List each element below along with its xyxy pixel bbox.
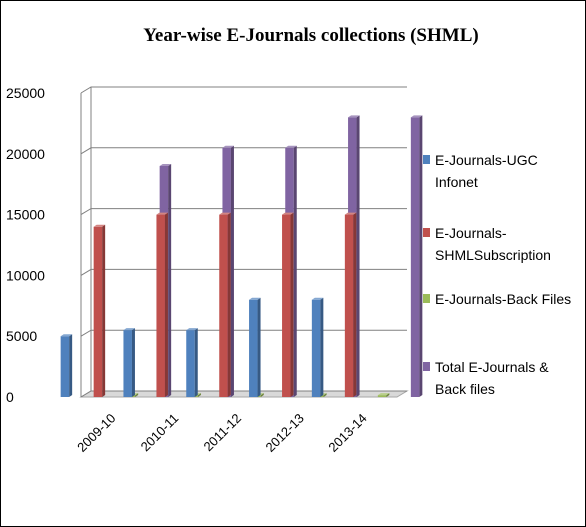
bar-side (320, 297, 324, 397)
bar (377, 393, 390, 397)
bar-side (131, 328, 135, 397)
y-tick-label: 20000 (6, 146, 45, 162)
bar-side (102, 224, 106, 397)
legend-item: E-Journals-UGC Infonet (423, 152, 538, 190)
bar-top (186, 328, 198, 331)
chart-legend: E-Journals-UGC Infonet E-Journals- SHMLSubs… (423, 152, 571, 397)
x-category-label: 2012-13 (263, 411, 307, 455)
bar-front (123, 330, 132, 397)
bar-side (353, 212, 357, 397)
bar (249, 297, 261, 397)
bar-side (293, 145, 297, 397)
bar-side (227, 212, 231, 397)
bar-side (194, 328, 198, 397)
bar (311, 297, 324, 397)
bar-front (60, 336, 70, 397)
legend-swatch (423, 294, 430, 303)
bar-side (197, 393, 201, 397)
x-category-label: 2011-12 (200, 411, 244, 455)
bar-front (311, 299, 321, 397)
bar-top (311, 297, 324, 300)
bar (186, 328, 198, 397)
bar-side (164, 212, 168, 397)
bar-top (282, 212, 294, 215)
bar-top (159, 163, 172, 166)
y-tick-label: 10000 (6, 267, 45, 283)
bar-top (60, 334, 73, 337)
bar-side (323, 393, 327, 397)
bar (282, 212, 294, 397)
bar (410, 115, 423, 397)
chart-title: Year-wise E-Journals collections (SHML) (143, 25, 478, 46)
bar (93, 224, 106, 397)
bar-front (377, 395, 387, 397)
bar (123, 328, 135, 397)
x-category-label: 2009-10 (74, 411, 118, 455)
chart-bars (60, 115, 423, 397)
bar-top (348, 115, 360, 118)
x-category-label: 2010-11 (138, 411, 182, 455)
legend-swatch (423, 228, 430, 237)
bar-top (249, 297, 261, 300)
bar-front (249, 299, 258, 397)
bar-side (356, 115, 360, 397)
bar-top (219, 212, 231, 215)
legend-item: E-Journals- SHMLSubscription (423, 225, 551, 263)
legend-swatch (423, 362, 430, 371)
legend-swatch (423, 155, 430, 164)
bar-top (344, 212, 357, 215)
bar-front (219, 214, 228, 397)
x-axis-categories: 2009-10 2010-11 2011-12 2012-13 2013-14 (74, 411, 370, 455)
bar-side (230, 145, 234, 397)
bar-side (168, 163, 172, 397)
bar-side (290, 212, 294, 397)
y-axis-ticks: 0 5000 10000 15000 20000 25000 (6, 85, 45, 405)
legend-label: Back files (435, 381, 495, 397)
y-tick-label: 15000 (6, 207, 45, 223)
x-category-label: 2013-14 (325, 411, 369, 455)
bar-side (135, 393, 139, 397)
y-tick-label: 0 (6, 389, 14, 405)
bar-side (257, 297, 261, 397)
legend-item: Total E-Journals & Back files (423, 359, 549, 397)
bar (344, 212, 357, 397)
bar-top (410, 115, 423, 118)
bar-front (410, 117, 420, 397)
legend-label: E-Journals-Back Files (435, 291, 571, 307)
bar (156, 212, 168, 397)
bar-top (377, 393, 390, 396)
legend-label: Total E-Journals & (435, 359, 549, 375)
bar-front (344, 214, 354, 397)
bar-top (222, 145, 234, 148)
legend-item: E-Journals-Back Files (423, 291, 571, 307)
bar-side (260, 393, 264, 397)
legend-label: E-Journals-UGC (435, 152, 538, 168)
bar-side (419, 115, 423, 397)
bar-front (156, 214, 165, 397)
bar-side (69, 334, 73, 397)
bar-front (93, 226, 103, 397)
y-tick-label: 5000 (6, 328, 37, 344)
legend-label: E-Journals- (435, 225, 507, 241)
chart-axes (80, 87, 92, 397)
bar-front (282, 214, 291, 397)
y-tick-label: 25000 (6, 85, 45, 101)
bar-side (386, 393, 390, 397)
bar (60, 334, 73, 397)
legend-label: Infonet (435, 174, 478, 190)
bar-top (93, 224, 106, 227)
legend-label: SHMLSubscription (435, 247, 551, 263)
back-wall (91, 87, 407, 391)
bar-top (156, 212, 168, 215)
bar-front (186, 330, 195, 397)
bar-top (285, 145, 297, 148)
bar-top (123, 328, 135, 331)
bar (219, 212, 231, 397)
